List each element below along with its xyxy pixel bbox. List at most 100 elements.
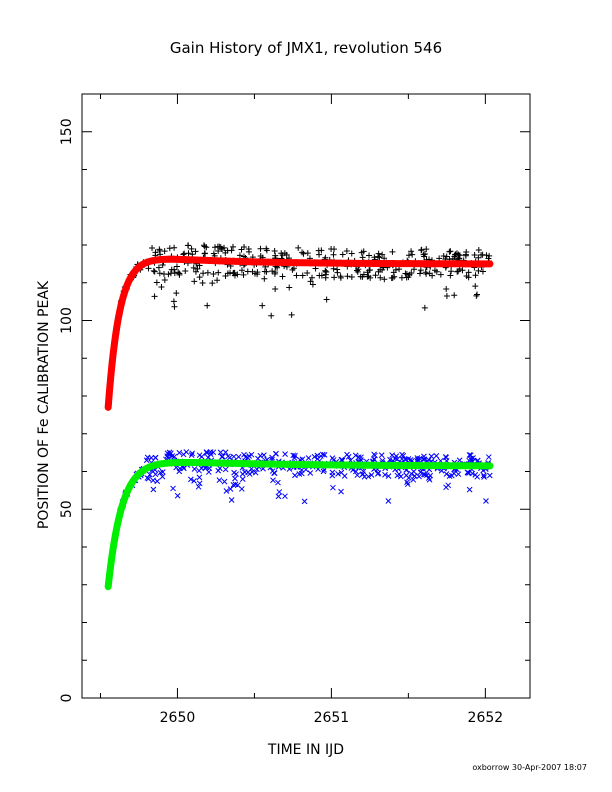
data-point — [329, 455, 336, 461]
data-point — [173, 290, 180, 297]
data-point — [372, 272, 379, 279]
data-point — [382, 471, 388, 478]
data-point — [465, 269, 472, 276]
data-point — [366, 252, 373, 259]
data-point — [221, 244, 228, 251]
data-point — [422, 269, 429, 276]
data-point — [405, 456, 412, 462]
data-point — [189, 450, 196, 457]
data-point — [404, 479, 410, 486]
data-point — [279, 273, 286, 280]
data-point — [272, 285, 279, 292]
data-point — [299, 249, 306, 256]
data-point — [227, 486, 234, 492]
data-point — [359, 273, 366, 280]
data-point — [236, 252, 243, 259]
data-point — [420, 251, 427, 258]
data-point — [381, 276, 388, 283]
data-point — [167, 270, 174, 277]
data-point — [175, 269, 182, 276]
data-point — [170, 485, 176, 492]
data-point — [375, 253, 382, 260]
data-point — [475, 267, 482, 274]
data-point — [317, 453, 324, 459]
data-point — [426, 270, 433, 277]
data-point — [196, 274, 203, 281]
data-point — [316, 272, 323, 279]
y-tick-label: 100 — [59, 307, 75, 334]
data-point — [188, 452, 195, 458]
data-point — [296, 471, 303, 477]
data-point — [174, 492, 181, 499]
data-point — [475, 246, 482, 253]
plot-frame — [81, 93, 531, 699]
data-point — [353, 267, 360, 274]
data-point — [215, 269, 222, 276]
data-point — [171, 244, 178, 251]
data-point — [443, 253, 450, 260]
data-point — [145, 475, 152, 482]
data-point — [150, 267, 157, 274]
data-point — [322, 274, 329, 281]
data-point — [443, 484, 449, 491]
data-point — [376, 254, 383, 261]
data-point — [199, 279, 206, 286]
data-point — [191, 278, 198, 285]
data-point — [216, 477, 223, 483]
data-point — [269, 268, 276, 275]
data-point — [233, 471, 240, 477]
data-point — [300, 250, 307, 257]
data-point — [478, 252, 485, 259]
data-point — [196, 474, 203, 481]
data-point — [152, 471, 159, 478]
fit-curve — [104, 458, 494, 591]
data-point — [474, 473, 481, 480]
data-point — [151, 268, 158, 275]
data-point — [182, 267, 189, 274]
data-point — [230, 243, 237, 250]
data-point — [151, 293, 158, 300]
data-point — [459, 267, 466, 274]
data-point — [421, 304, 428, 311]
data-point — [271, 247, 278, 254]
data-point — [230, 482, 237, 488]
data-point — [443, 285, 450, 292]
data-point — [456, 457, 463, 464]
fit-curves — [104, 255, 494, 591]
data-point — [192, 268, 199, 275]
data-point — [200, 242, 207, 249]
data-point — [418, 247, 425, 254]
data-point — [232, 475, 238, 482]
data-point — [298, 467, 305, 473]
data-point — [387, 456, 393, 463]
data-point — [170, 298, 177, 305]
data-point — [466, 486, 473, 493]
data-point — [393, 453, 400, 460]
data-point — [201, 243, 208, 250]
data-point — [171, 303, 178, 310]
data-point — [422, 471, 428, 478]
data-point — [168, 450, 174, 457]
data-point — [261, 275, 268, 282]
data-point — [455, 471, 462, 478]
data-point — [344, 273, 351, 280]
data-point — [299, 272, 306, 279]
data-point — [272, 252, 279, 259]
x-tick-label: 2652 — [468, 710, 504, 726]
data-point — [377, 274, 384, 281]
data-point — [448, 268, 455, 275]
data-point — [191, 466, 198, 472]
data-point — [204, 302, 211, 309]
data-point — [322, 267, 329, 274]
data-point — [343, 247, 350, 254]
data-point — [304, 269, 311, 276]
data-point — [252, 469, 259, 476]
data-point — [410, 266, 417, 273]
data-point — [385, 473, 392, 479]
data-point — [259, 302, 266, 309]
data-point — [331, 274, 338, 281]
data-point — [472, 283, 479, 290]
data-point — [222, 449, 229, 456]
data-point — [166, 245, 173, 252]
